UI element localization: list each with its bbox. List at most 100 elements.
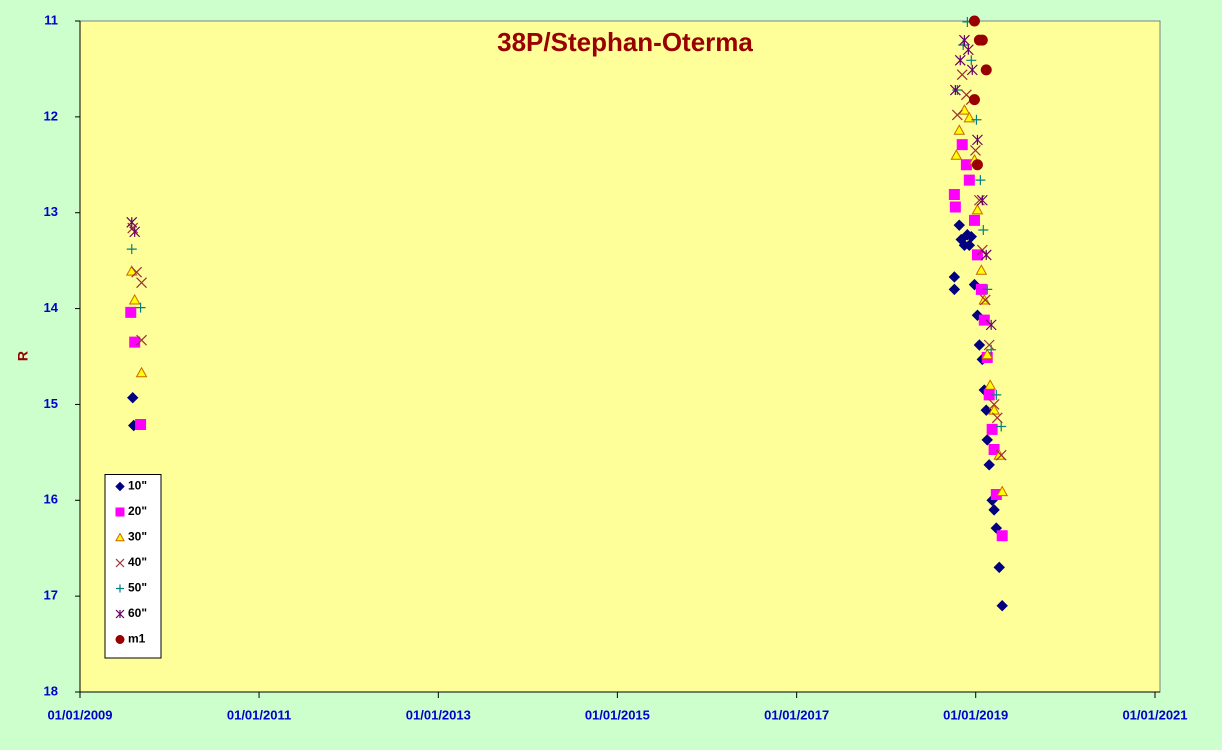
data-point [995,449,1007,461]
data-point [131,266,143,278]
data-point [962,44,974,56]
data-point [948,189,960,201]
legend-label: 40" [128,555,147,569]
data-point [968,94,980,106]
data-point [983,339,995,351]
data-point [953,124,966,135]
data-point [136,334,147,346]
data-point [959,34,970,46]
data-point [975,283,987,295]
legend-label: 60" [128,606,147,620]
data-point [988,504,1000,516]
legend-marker [115,507,125,517]
data-point [954,54,966,66]
data-point [126,244,137,255]
data-point [956,139,968,151]
data-point [966,64,978,76]
data-point [949,84,961,96]
data-point [972,134,983,146]
legend-label: 20" [128,504,147,518]
legend-marker [115,532,125,542]
data-point [129,336,141,348]
x-tick-label: 01/01/2009 [47,707,112,722]
data-point [983,389,995,401]
data-point [951,109,963,121]
data-point [125,265,138,276]
y-tick-label: 13 [44,204,58,219]
legend-marker [115,558,125,568]
legend-label: 50" [128,581,147,595]
data-point [996,530,1008,542]
legend-marker [115,609,125,619]
data-point [970,144,981,156]
data-point [991,389,1002,400]
data-point [996,421,1007,432]
data-point [135,419,147,431]
data-point [975,175,986,186]
legend-marker [116,584,124,593]
data-point [971,203,984,215]
x-tick-label: 01/01/2017 [764,707,829,722]
data-point [978,314,990,326]
data-point [129,226,141,238]
data-point [948,271,961,283]
data-point [956,69,968,81]
data-point [965,230,978,243]
data-point [948,283,961,296]
data-point [125,306,137,318]
x-tick-label: 01/01/2015 [585,707,650,722]
data-point [963,239,976,252]
data-point [996,485,1009,497]
y-tick-label: 18 [44,683,58,698]
data-point [985,319,997,331]
y-tick-label: 17 [44,588,58,603]
data-point [136,277,147,289]
data-point [968,214,980,226]
data-point [968,15,980,27]
data-point [950,149,963,160]
data-point [986,344,997,355]
data-point [981,434,993,446]
data-point [135,366,148,378]
legend-label: m1 [128,632,146,646]
chart-title: 38P/Stephan-Oterma [497,27,753,57]
data-point [973,339,986,351]
data-point [979,294,991,306]
data-point [982,284,993,295]
data-point [966,55,977,66]
data-point [996,600,1008,612]
data-point [978,224,989,235]
data-point [984,379,997,390]
x-tick-label: 01/01/2021 [1122,707,1187,722]
data-point [128,293,141,305]
data-point [976,34,988,46]
data-point [971,159,983,171]
y-tick-label: 16 [44,492,58,507]
data-point [991,412,1003,424]
x-tick-label: 01/01/2013 [406,707,471,722]
y-tick-label: 14 [44,300,59,315]
data-point [976,194,988,206]
y-tick-label: 12 [44,108,58,123]
data-point [960,159,972,171]
data-point [975,264,988,275]
data-point [988,399,1000,410]
data-point [963,174,975,186]
data-point [980,249,992,261]
x-tick-label: 01/01/2011 [227,707,291,722]
legend-label: 10" [128,479,147,493]
data-point [952,85,963,96]
data-point [981,348,994,360]
legend-marker [115,481,125,492]
data-point [983,459,995,471]
data-point [949,201,961,213]
x-tick-label: 01/01/2019 [943,707,1008,722]
y-tick-label: 11 [44,12,58,27]
y-tick-label: 15 [44,396,58,411]
data-point [126,216,138,228]
legend-marker [115,635,125,644]
data-point [127,392,139,404]
data-point [986,423,998,435]
data-point [135,302,146,313]
